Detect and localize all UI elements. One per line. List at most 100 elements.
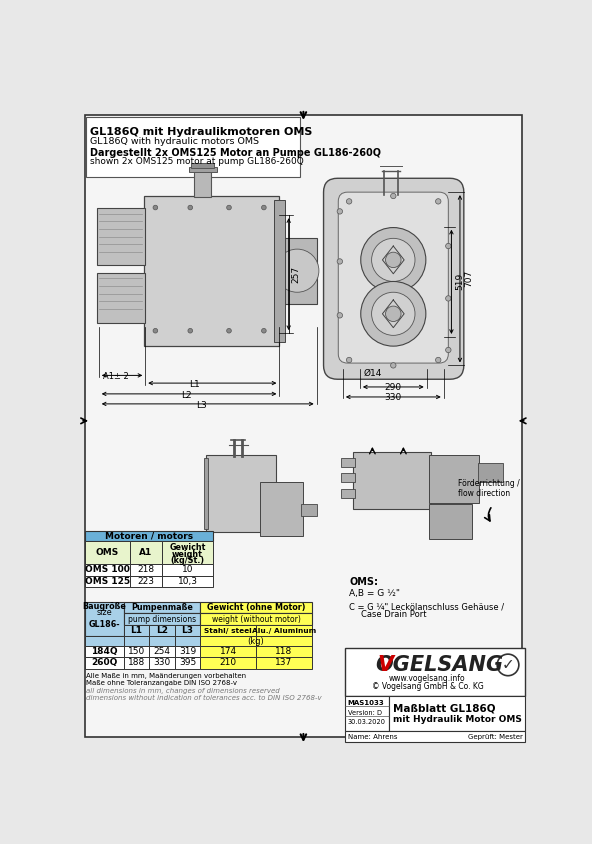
- Text: Stahl/ steel: Stahl/ steel: [204, 628, 252, 634]
- Text: Case Drain Port: Case Drain Port: [361, 610, 426, 619]
- Text: Motoren / motors: Motoren / motors: [105, 532, 193, 540]
- FancyBboxPatch shape: [324, 178, 464, 379]
- Text: 395: 395: [179, 658, 196, 668]
- Bar: [85, 531, 213, 541]
- Circle shape: [188, 205, 192, 210]
- Circle shape: [436, 357, 441, 363]
- Bar: [175, 625, 200, 636]
- Text: 188: 188: [128, 658, 145, 668]
- Bar: [256, 646, 312, 657]
- Text: 290: 290: [385, 383, 402, 392]
- Text: 254: 254: [153, 647, 170, 656]
- Circle shape: [385, 306, 401, 322]
- Bar: [345, 731, 525, 742]
- Text: mit Hydraulik Motor OMS: mit Hydraulik Motor OMS: [392, 715, 522, 724]
- Text: L2: L2: [181, 391, 192, 400]
- Text: Baugröße: Baugröße: [82, 602, 126, 611]
- Text: MAS1033: MAS1033: [348, 700, 384, 706]
- Circle shape: [227, 328, 231, 333]
- Text: C = G ¼" Leckölanschluss Gehäuse /: C = G ¼" Leckölanschluss Gehäuse /: [349, 603, 504, 612]
- Circle shape: [227, 205, 231, 210]
- Bar: [175, 657, 200, 668]
- Bar: [301, 504, 317, 517]
- Text: GL186Q mit Hydraulikmotoren OMS: GL186Q mit Hydraulikmotoren OMS: [89, 127, 312, 137]
- Text: all dimensions in mm, changes of dimensions reserved: all dimensions in mm, changes of dimensi…: [86, 688, 280, 694]
- Circle shape: [372, 292, 415, 335]
- Bar: [85, 646, 124, 657]
- Bar: [194, 169, 211, 197]
- Bar: [85, 636, 124, 646]
- Bar: [353, 452, 430, 510]
- Bar: [274, 200, 285, 343]
- Text: GL186Q with hydraulic motors OMS: GL186Q with hydraulic motors OMS: [89, 137, 259, 146]
- Bar: [278, 238, 317, 304]
- Bar: [124, 636, 149, 646]
- Bar: [85, 564, 130, 576]
- Text: Förderrichtung /
flow direction: Förderrichtung / flow direction: [458, 479, 519, 498]
- Text: OMS 125: OMS 125: [85, 577, 130, 586]
- Bar: [85, 657, 124, 668]
- Bar: [124, 657, 149, 668]
- Bar: [478, 463, 503, 483]
- Bar: [97, 208, 145, 265]
- Circle shape: [361, 281, 426, 346]
- Circle shape: [337, 259, 343, 264]
- Bar: [162, 564, 213, 576]
- Bar: [342, 457, 355, 467]
- Text: OGELSANG: OGELSANG: [375, 655, 503, 675]
- Circle shape: [361, 228, 426, 292]
- Text: OMS 100: OMS 100: [85, 565, 130, 574]
- Bar: [390, 695, 525, 731]
- Text: 10,3: 10,3: [178, 577, 198, 586]
- Circle shape: [346, 198, 352, 204]
- Bar: [85, 576, 130, 587]
- Circle shape: [337, 208, 343, 214]
- Text: 330: 330: [385, 393, 402, 402]
- Circle shape: [275, 249, 319, 292]
- Circle shape: [262, 205, 266, 210]
- Text: OMS: OMS: [96, 548, 119, 557]
- Bar: [144, 196, 279, 346]
- Text: L1: L1: [130, 626, 143, 636]
- Text: L2: L2: [156, 626, 168, 636]
- Bar: [200, 657, 256, 668]
- Text: 10: 10: [182, 565, 193, 574]
- Text: L3: L3: [182, 626, 194, 636]
- Bar: [149, 625, 175, 636]
- Bar: [85, 602, 124, 636]
- Text: L1: L1: [189, 380, 200, 389]
- Circle shape: [446, 347, 451, 353]
- Text: Maßblatt GL186Q: Maßblatt GL186Q: [392, 703, 495, 713]
- Bar: [200, 602, 312, 614]
- Text: © Vogelsang GmbH & Co. KG: © Vogelsang GmbH & Co. KG: [372, 682, 483, 691]
- Bar: [149, 636, 175, 646]
- Text: Maße ohne Toleranzangabe DIN ISO 2768-v: Maße ohne Toleranzangabe DIN ISO 2768-v: [86, 679, 237, 685]
- Text: L3: L3: [197, 401, 207, 409]
- Bar: [124, 602, 200, 614]
- Text: A,B = G ½": A,B = G ½": [349, 589, 400, 598]
- Text: Geprüft: Mester: Geprüft: Mester: [468, 733, 523, 739]
- Text: dimensions without indication of tolerances acc. to DIN ISO 2768-v: dimensions without indication of toleran…: [86, 695, 322, 701]
- Bar: [345, 695, 390, 731]
- Text: Name: Ahrens: Name: Ahrens: [348, 733, 397, 739]
- Circle shape: [153, 328, 157, 333]
- Text: GL186-: GL186-: [88, 620, 120, 630]
- Circle shape: [391, 193, 396, 198]
- Bar: [124, 646, 149, 657]
- Text: 150: 150: [128, 647, 145, 656]
- Text: weight (without motor): weight (without motor): [212, 614, 301, 624]
- Circle shape: [188, 328, 192, 333]
- Text: 118: 118: [275, 647, 292, 656]
- Text: 260Q: 260Q: [91, 658, 117, 668]
- Text: OMS:: OMS:: [349, 576, 378, 587]
- Bar: [175, 646, 200, 657]
- Text: 223: 223: [137, 577, 155, 586]
- Text: 210: 210: [220, 658, 237, 668]
- Text: size: size: [96, 608, 112, 617]
- Text: Alle Maße in mm, Maänderungen vorbehalten: Alle Maße in mm, Maänderungen vorbehalte…: [86, 673, 246, 679]
- Bar: [149, 657, 175, 668]
- Circle shape: [446, 243, 451, 249]
- Text: www.vogelsang.info: www.vogelsang.info: [389, 674, 466, 684]
- Bar: [256, 625, 312, 636]
- Circle shape: [391, 363, 396, 368]
